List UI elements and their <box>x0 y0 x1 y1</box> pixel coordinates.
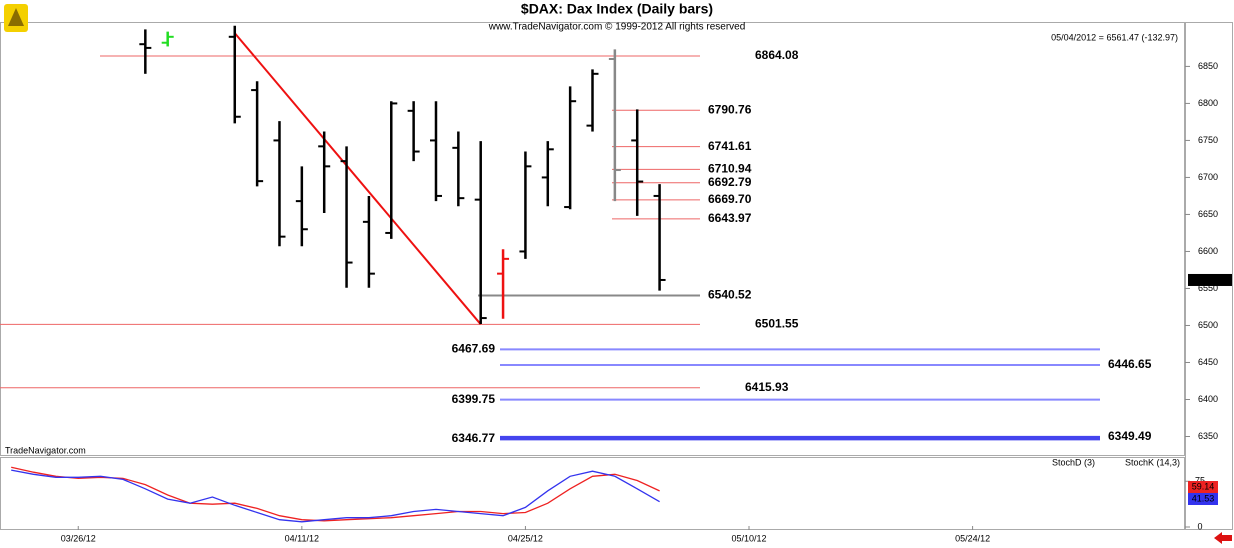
plot-area <box>0 25 1100 441</box>
y-tick-label: 6550 <box>1198 283 1218 293</box>
y-tick-label: 6450 <box>1198 357 1218 367</box>
y-tick-label: 6650 <box>1198 209 1218 219</box>
value-label: 59.14 <box>1192 481 1215 491</box>
y-tick-label: 6800 <box>1198 98 1218 108</box>
value-box <box>1188 493 1218 505</box>
stoch-line <box>11 466 660 522</box>
quote: 05/04/2012 = 6561.47 (-132.97) <box>1051 32 1178 42</box>
trendline <box>234 32 482 325</box>
y-tick-label: 6700 <box>1198 172 1218 182</box>
level-label: 6540.52 <box>708 288 752 302</box>
y-tick-label: 6500 <box>1198 320 1218 330</box>
y-tick-label: 6750 <box>1198 135 1218 145</box>
x-tick-label: 05/24/12 <box>955 533 990 543</box>
legend-label: StochD (3) <box>1052 457 1095 467</box>
chart-title: $DAX: Dax Index (Daily bars) <box>521 1 713 17</box>
level-label: 6790.76 <box>708 102 752 116</box>
y-tick-label: 6400 <box>1198 394 1218 404</box>
level-label: 6467.69 <box>452 342 496 356</box>
level-label: 6346.77 <box>452 431 496 445</box>
chart-subtitle: www.TradeNavigator.com © 1999-2012 All r… <box>488 22 746 33</box>
y-tick-label: 6600 <box>1198 246 1218 256</box>
level-label: 6415.93 <box>745 380 789 394</box>
value-box <box>1188 481 1218 493</box>
x-tick-label: 04/11/12 <box>285 533 319 543</box>
stoch-panel <box>0 457 1185 530</box>
watermark: TradeNavigator.com <box>5 445 86 455</box>
value-label: 41.53 <box>1192 493 1215 503</box>
level-label: 6643.97 <box>708 211 752 225</box>
x-tick-label: 03/26/12 <box>61 533 96 543</box>
level-label: 6741.61 <box>708 139 752 153</box>
x-tick-label: 04/25/12 <box>508 533 543 543</box>
y-tick-label: 6850 <box>1198 61 1218 71</box>
stoch-line <box>11 469 660 523</box>
level-label: 6692.79 <box>708 175 752 189</box>
level-label: 6446.65 <box>1108 357 1152 371</box>
last-price: 6561.47 <box>1194 274 1227 284</box>
price-axis <box>1185 22 1233 530</box>
y-tick-label: 6350 <box>1198 431 1218 441</box>
y-tick-label: 0 <box>1197 521 1202 531</box>
scroll-arrow[interactable] <box>1214 532 1232 544</box>
main-panel <box>0 22 1185 456</box>
legend-label: StochK (14,3) <box>1125 457 1180 467</box>
y-tick-label: 75 <box>1195 476 1205 486</box>
level-label: 6710.94 <box>708 162 752 176</box>
level-label: 6349.49 <box>1108 429 1152 443</box>
level-label: 6669.70 <box>708 192 752 206</box>
logo <box>4 4 28 32</box>
x-tick-label: 05/10/12 <box>731 533 766 543</box>
level-label: 6399.75 <box>452 392 496 406</box>
level-label: 6501.55 <box>755 316 799 330</box>
level-label: 6864.08 <box>755 48 799 62</box>
last-price-box <box>1188 273 1232 286</box>
